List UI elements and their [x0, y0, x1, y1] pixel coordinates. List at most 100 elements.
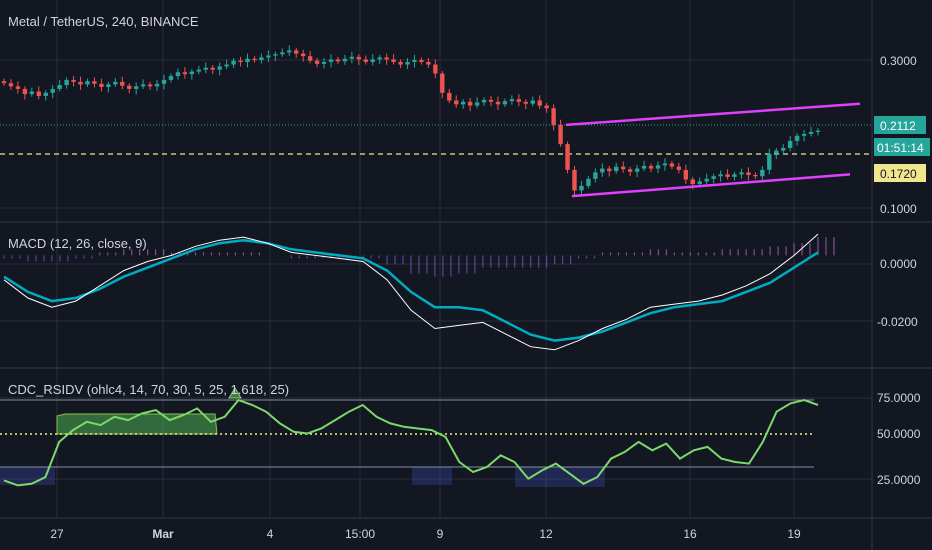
candle-down: [495, 101, 501, 105]
candle-down: [99, 83, 104, 88]
price-axis[interactable]: 0.3000 0.1000 0.2112 01:51:14 0.1720: [874, 54, 930, 216]
candle-down: [36, 91, 41, 96]
candle-up: [405, 61, 410, 65]
candle-down: [544, 105, 549, 109]
candle-up: [739, 172, 744, 175]
candle-down: [683, 169, 689, 180]
candle-up: [794, 135, 800, 141]
rsi-pane[interactable]: [0, 387, 819, 487]
candle-down: [690, 179, 695, 184]
candle-up: [245, 58, 250, 62]
price-pane[interactable]: [0, 45, 872, 198]
last-price-label: 0.2112: [880, 119, 916, 133]
candle-down: [523, 101, 528, 104]
candle-up: [586, 178, 591, 186]
candle-up: [579, 185, 584, 191]
candle-up: [50, 88, 55, 93]
last-price-badge: [874, 116, 926, 134]
candle-down: [454, 100, 459, 105]
candle-down: [384, 57, 389, 60]
candle-up: [781, 148, 786, 151]
candle-down: [398, 61, 403, 65]
candle-up: [801, 133, 807, 136]
channel-lower-line[interactable]: [571, 173, 851, 198]
candle-down: [92, 81, 97, 84]
candle-up: [203, 67, 208, 70]
candle-up: [266, 55, 271, 58]
candle-up: [760, 169, 765, 177]
candle-up: [175, 72, 181, 77]
macd-signal-line: [3, 238, 819, 342]
candle-down: [676, 166, 682, 170]
candle-down: [8, 83, 14, 87]
time-axis[interactable]: 27 Mar 4 15:00 9 12 16 19: [50, 527, 801, 541]
candle-down: [314, 60, 320, 64]
candle-down: [627, 169, 633, 172]
candle-down: [669, 163, 675, 167]
candle-down: [572, 169, 577, 191]
rsi-overbought-fill: [56, 413, 218, 435]
candle-down: [120, 81, 125, 86]
candle-down: [147, 84, 153, 87]
candle-down: [433, 64, 438, 74]
symbol-title: Metal / TetherUS, 240, BINANCE: [8, 14, 199, 29]
candle-up: [161, 79, 167, 84]
candle-down: [391, 59, 396, 62]
candle-down: [551, 108, 556, 125]
price-tick: 0.3000: [880, 54, 917, 68]
level-label: 0.1720: [880, 167, 917, 181]
time-label: 19: [787, 527, 801, 541]
macd-tick: 0.0000: [880, 257, 917, 271]
rsi-tick: 50.0000: [877, 427, 921, 441]
candle-up: [808, 131, 814, 134]
candle-down: [210, 67, 215, 70]
candle-down: [447, 92, 452, 101]
candle-up: [815, 130, 821, 132]
macd-line: [3, 233, 819, 351]
candle-down: [238, 60, 243, 62]
candle-up: [600, 168, 605, 173]
candle-down: [22, 88, 28, 95]
candle-up: [280, 52, 285, 55]
candle-up: [196, 69, 202, 72]
price-tick: 0.1000: [880, 202, 917, 216]
candle-up: [273, 54, 278, 56]
candle-down: [440, 73, 445, 93]
candle-up: [259, 57, 264, 61]
candle-up: [774, 150, 779, 154]
level-badge: [874, 164, 926, 182]
candle-down: [537, 100, 542, 106]
rsi-peak-marker: [228, 387, 242, 399]
candle-down: [15, 86, 21, 89]
rsi-axis[interactable]: 75.0000 50.0000 25.0000: [877, 391, 921, 487]
candle-up: [593, 172, 598, 179]
candle-up: [634, 168, 640, 172]
candle-up: [342, 58, 348, 62]
candle-up: [29, 91, 35, 95]
candle-down: [488, 99, 494, 102]
candle-up: [718, 174, 723, 177]
candle-up: [321, 61, 327, 64]
candle-up: [106, 84, 111, 88]
candle-down: [356, 56, 362, 60]
candle-up: [530, 100, 535, 104]
macd-title: MACD (12, 26, close, 9): [8, 236, 147, 251]
candle-up: [377, 57, 382, 60]
candle-up: [704, 178, 709, 182]
channel-upper-line[interactable]: [565, 102, 861, 127]
candle-up: [43, 92, 48, 96]
candle-up: [140, 84, 146, 87]
candle-down: [300, 53, 306, 57]
macd-axis[interactable]: 0.0000 -0.0200: [877, 257, 918, 329]
candle-up: [349, 56, 355, 59]
time-label: 27: [50, 527, 64, 541]
candle-up: [697, 181, 702, 184]
candle-down: [558, 124, 563, 145]
macd-pane[interactable]: [3, 233, 835, 351]
candle-up: [474, 102, 480, 106]
candle-up: [787, 140, 793, 149]
candle-up: [287, 50, 292, 53]
time-label: Mar: [152, 527, 174, 541]
